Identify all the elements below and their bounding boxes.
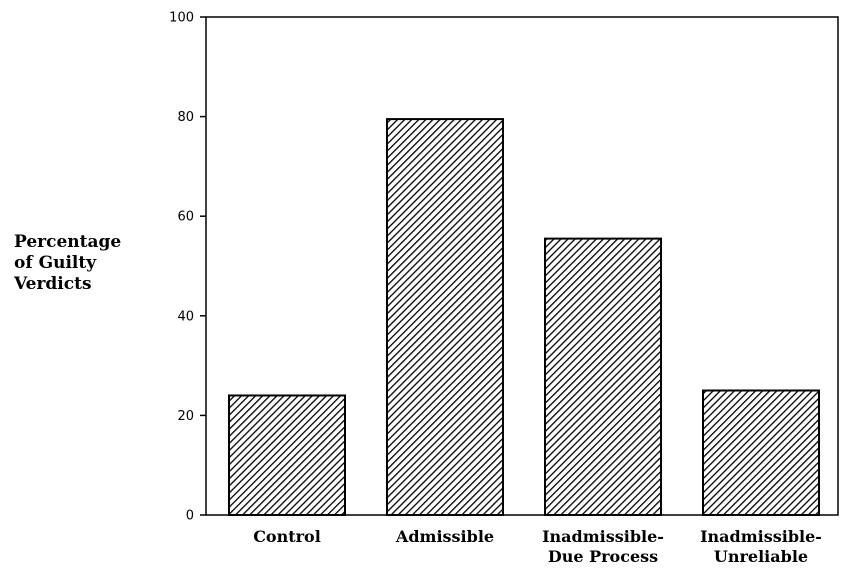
y-axis-label-line-1: Percentage — [14, 232, 122, 252]
plot-frame — [205, 16, 839, 516]
bar-0 — [228, 394, 346, 517]
category-labels: Control Admissible Inadmissible-Due Proces… — [253, 527, 822, 566]
category-label: Due Process — [548, 547, 658, 566]
y-tick-label: 40 — [177, 309, 194, 324]
y-tick-label: 60 — [177, 210, 194, 225]
y-axis-label-line-2: of Guilty — [14, 253, 97, 273]
y-axis-label-line-3: Verdicts — [14, 274, 92, 294]
category-label: Unreliable — [714, 547, 808, 566]
bars — [228, 118, 820, 517]
category-label: Inadmissible- — [542, 527, 664, 546]
category-label: Admissible — [395, 527, 494, 546]
y-tick-label: 100 — [169, 11, 194, 26]
category-label: Control — [253, 527, 321, 546]
bar-2 — [544, 237, 662, 517]
y-tick-label: 20 — [177, 409, 194, 424]
y-tick-label: 0 — [186, 509, 194, 524]
y-tick-label: 80 — [177, 110, 194, 125]
y-axis-ticks: 0 20 40 60 80 100 — [169, 11, 206, 524]
category-label: Inadmissible- — [700, 527, 822, 546]
bar-3 — [702, 389, 820, 516]
y-axis-label: Percentage of Guilty Verdicts — [14, 232, 144, 295]
bar-1 — [386, 118, 504, 516]
